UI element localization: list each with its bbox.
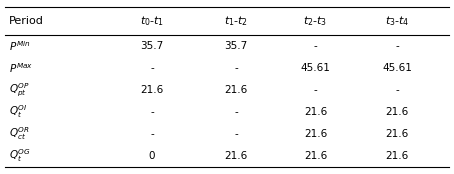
Text: -: - xyxy=(395,85,399,95)
Text: -: - xyxy=(395,41,399,51)
Text: 21.6: 21.6 xyxy=(224,85,248,95)
Text: 21.6: 21.6 xyxy=(304,129,327,139)
Text: $t_1$-$t_2$: $t_1$-$t_2$ xyxy=(224,14,248,28)
Text: 21.6: 21.6 xyxy=(140,85,164,95)
Text: $t_2$-$t_3$: $t_2$-$t_3$ xyxy=(303,14,328,28)
Text: 21.6: 21.6 xyxy=(304,151,327,161)
Text: -: - xyxy=(234,129,238,139)
Text: 21.6: 21.6 xyxy=(385,129,409,139)
Text: 21.6: 21.6 xyxy=(304,107,327,117)
Text: $P^{Max}$: $P^{Max}$ xyxy=(9,61,33,75)
Text: 45.61: 45.61 xyxy=(382,63,412,73)
Text: -: - xyxy=(150,63,154,73)
Text: -: - xyxy=(234,107,238,117)
Text: -: - xyxy=(150,129,154,139)
Text: -: - xyxy=(150,107,154,117)
Text: $Q^{OR}_{ct}$: $Q^{OR}_{ct}$ xyxy=(9,126,30,142)
Text: -: - xyxy=(314,41,317,51)
Text: $t_3$-$t_4$: $t_3$-$t_4$ xyxy=(385,14,410,28)
Text: -: - xyxy=(314,85,317,95)
Text: $Q^{OP}_{pt}$: $Q^{OP}_{pt}$ xyxy=(9,81,30,99)
Text: 45.61: 45.61 xyxy=(301,63,331,73)
Text: $Q^{OG}_{t}$: $Q^{OG}_{t}$ xyxy=(9,148,31,164)
Text: -: - xyxy=(234,63,238,73)
Text: 35.7: 35.7 xyxy=(140,41,164,51)
Text: $t_0$-$t_1$: $t_0$-$t_1$ xyxy=(140,14,164,28)
Text: Period: Period xyxy=(9,16,44,26)
Text: 21.6: 21.6 xyxy=(224,151,248,161)
Text: $P^{Min}$: $P^{Min}$ xyxy=(9,39,30,53)
Text: 35.7: 35.7 xyxy=(224,41,248,51)
Text: 21.6: 21.6 xyxy=(385,151,409,161)
Text: $Q^{OI}_{t}$: $Q^{OI}_{t}$ xyxy=(9,104,28,120)
Text: 0: 0 xyxy=(149,151,155,161)
Text: 21.6: 21.6 xyxy=(385,107,409,117)
